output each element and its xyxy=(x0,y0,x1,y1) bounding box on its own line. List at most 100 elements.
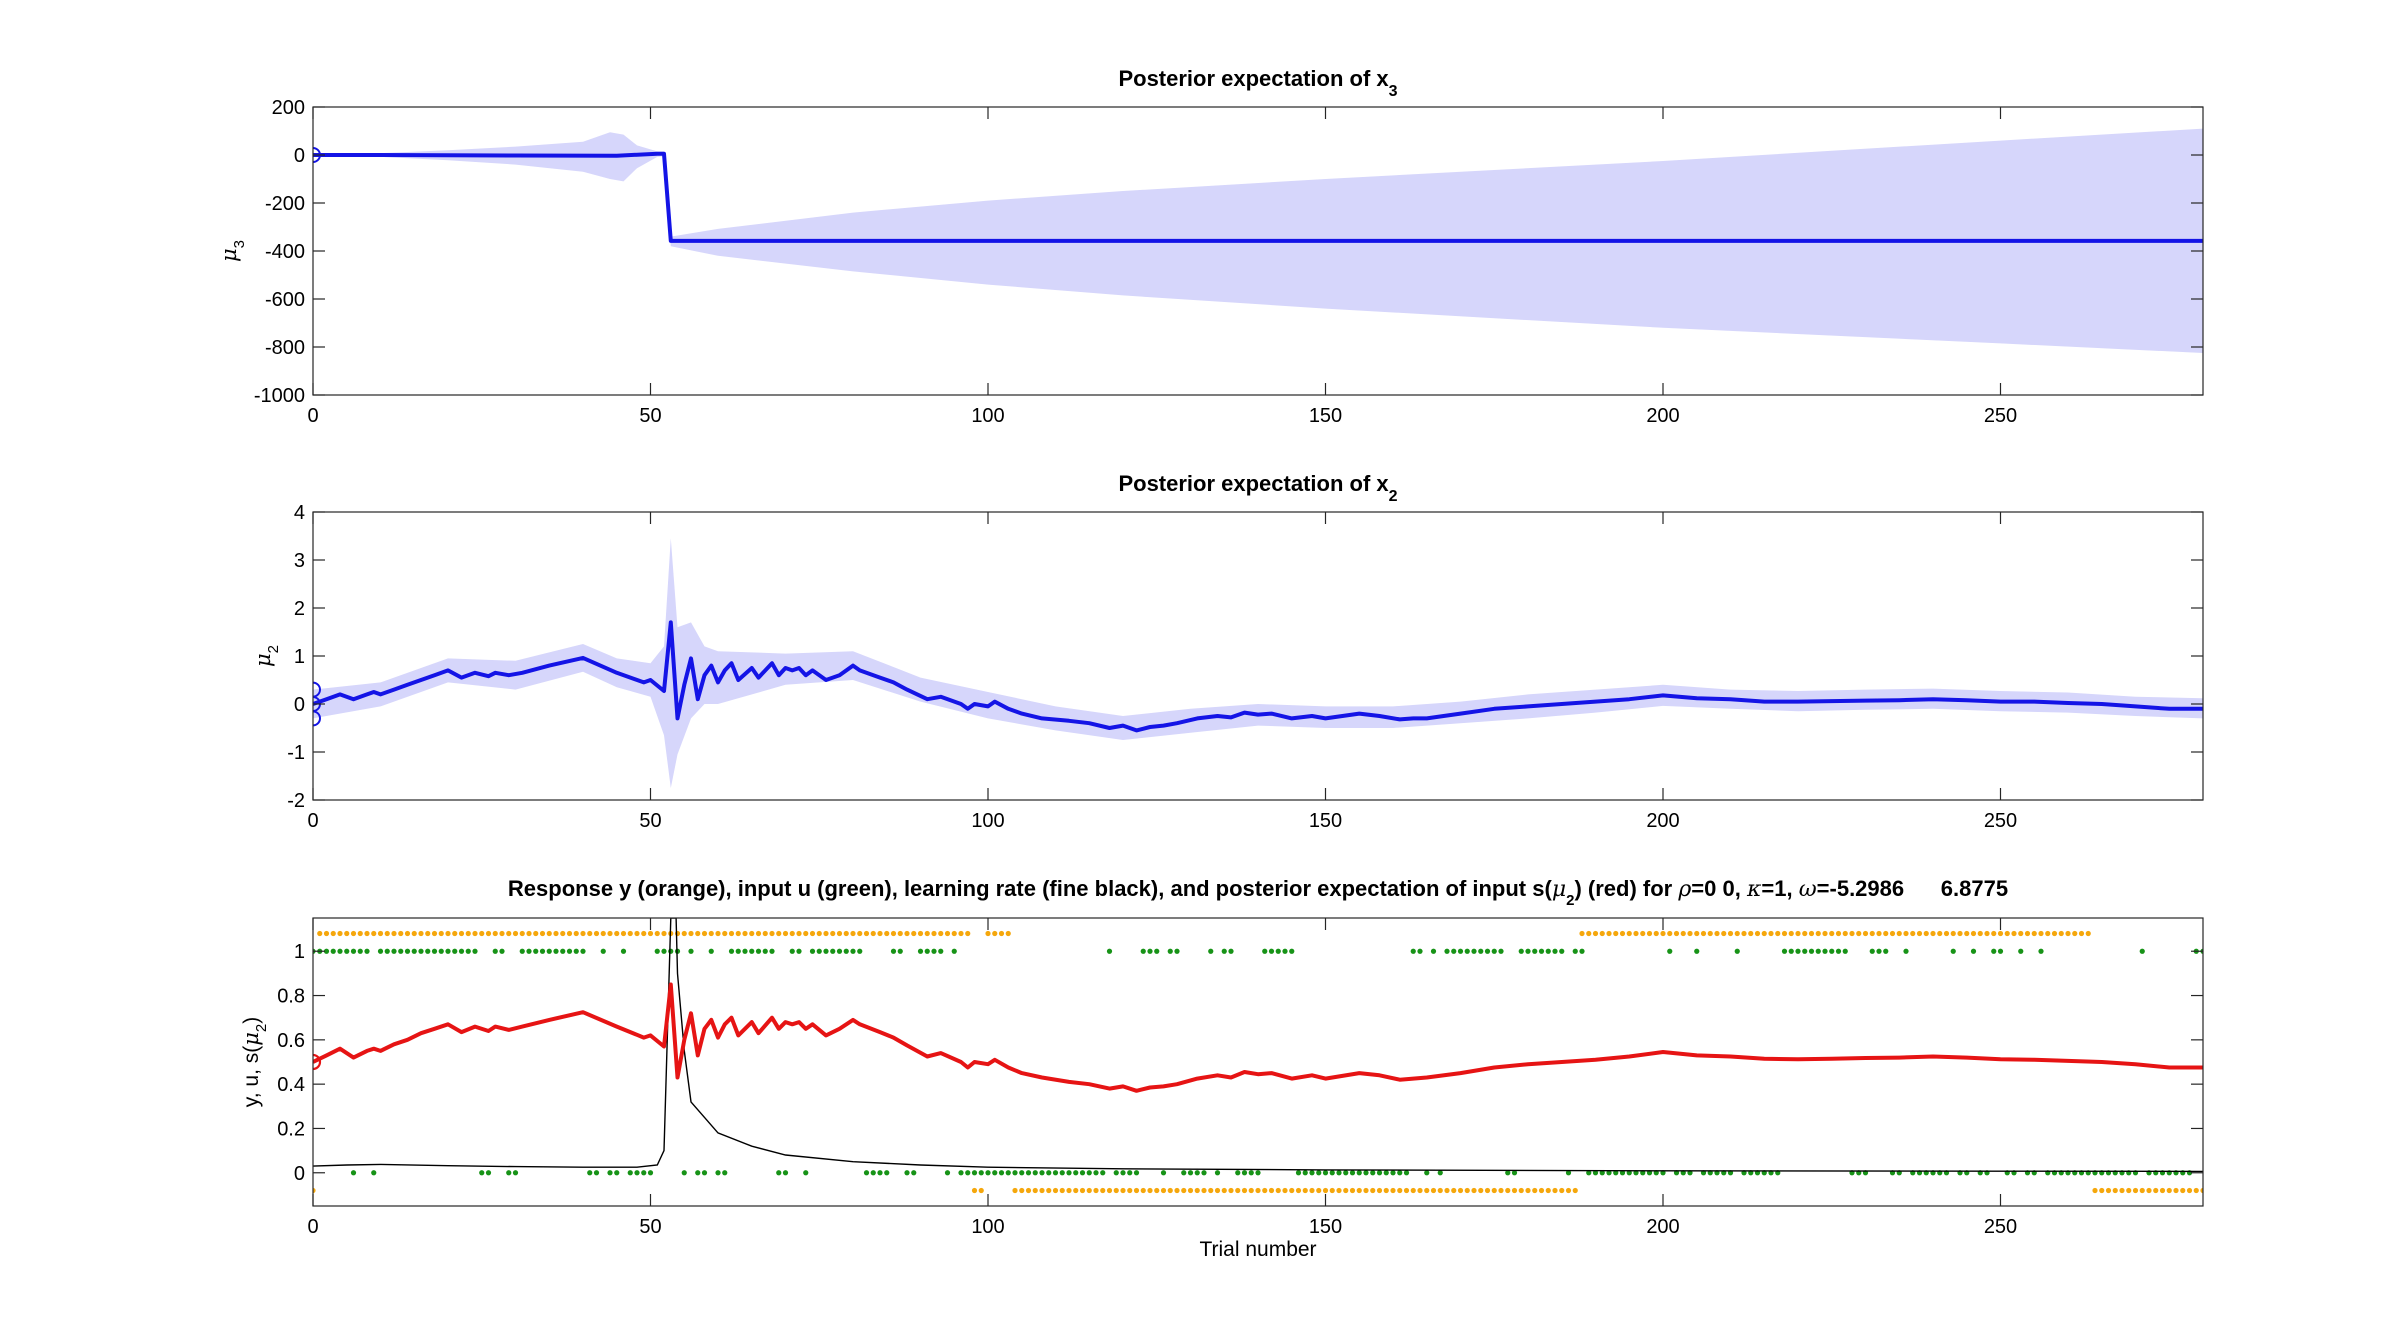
response-dot xyxy=(1538,1187,1545,1194)
input-dot xyxy=(546,948,552,954)
input-dot xyxy=(1572,948,1578,954)
response-dot xyxy=(1174,1187,1180,1194)
response-dot xyxy=(1977,930,1983,937)
input-dot xyxy=(1991,948,1997,954)
input-dot xyxy=(512,1170,519,1176)
input-dot xyxy=(1019,1170,1025,1176)
response-dot xyxy=(1039,1187,1045,1194)
response-dot xyxy=(330,930,336,937)
input-dot xyxy=(566,948,573,954)
response-dot xyxy=(1997,930,2004,937)
input-dot xyxy=(1316,1170,1322,1176)
input-dot xyxy=(1403,1170,1410,1176)
input-dot xyxy=(749,948,755,954)
response-dot xyxy=(2166,1187,2172,1194)
response-dot xyxy=(1727,930,1734,937)
input-dot xyxy=(1424,1170,1430,1176)
response-dot xyxy=(951,930,957,937)
response-dot xyxy=(1815,930,1821,937)
response-dot xyxy=(1154,1187,1160,1194)
response-dot xyxy=(1235,1187,1241,1194)
response-dot xyxy=(1822,930,1828,937)
input-dot xyxy=(1052,1170,1059,1176)
response-dot xyxy=(1883,930,1889,937)
input-dot xyxy=(350,948,357,954)
input-dot xyxy=(1079,1170,1086,1176)
response-dot xyxy=(1228,1187,1234,1194)
response-dot xyxy=(1694,930,1700,937)
panel-response-xtick-label: 50 xyxy=(639,1216,661,1238)
response-dot xyxy=(2173,1187,2179,1194)
response-dot xyxy=(1768,930,1774,937)
input-dot xyxy=(1127,1170,1133,1176)
panel-x2-ytick-label: 0 xyxy=(294,694,305,716)
response-dot xyxy=(465,930,471,937)
panel-x2-ticks: 0 50 100 150 200 250 4 3 2 1 0 -1 -2 xyxy=(287,502,2203,832)
panel-x3-title-subscript: 3 xyxy=(1389,83,1398,100)
response-dot xyxy=(1052,1187,1059,1194)
input-dot xyxy=(357,948,363,954)
panel-x2-title-text: Posterior expectation of x xyxy=(1118,471,1389,496)
response-dot xyxy=(1916,930,1923,937)
response-dot xyxy=(1910,930,1916,937)
input-dot xyxy=(1437,1170,1443,1176)
response-dot xyxy=(924,930,930,937)
input-dot xyxy=(1599,1170,1605,1176)
response-dot xyxy=(1734,930,1740,937)
response-dot xyxy=(620,930,627,937)
input-dot xyxy=(323,948,330,954)
response-dot xyxy=(735,930,741,937)
input-dot xyxy=(1349,1170,1356,1176)
input-dot xyxy=(1579,948,1585,954)
input-dot xyxy=(438,948,444,954)
input-dot xyxy=(452,948,458,954)
panel-response-axes-box xyxy=(312,917,2204,1207)
input-dot xyxy=(1295,1170,1302,1176)
input-dot xyxy=(1694,948,1700,954)
input-dot xyxy=(1343,1170,1349,1176)
input-dot xyxy=(1066,1170,1072,1176)
response-dot xyxy=(2004,930,2010,937)
panel-x3-plot-area xyxy=(313,128,2203,353)
response-dot xyxy=(1464,1187,1470,1194)
response-dot xyxy=(499,930,505,937)
response-dot xyxy=(890,930,897,937)
response-dot xyxy=(1046,1187,1052,1194)
input-dot xyxy=(411,948,417,954)
response-dot xyxy=(695,930,701,937)
input-dot xyxy=(1781,948,1788,954)
response-dot xyxy=(2024,930,2031,937)
input-dot xyxy=(1268,948,1275,954)
input-dot xyxy=(1869,948,1875,954)
response-dot xyxy=(1370,1187,1376,1194)
input-dot xyxy=(803,1170,809,1176)
response-dot xyxy=(2011,930,2017,937)
response-dot xyxy=(1302,1187,1308,1194)
response-dot xyxy=(2065,930,2071,937)
input-dot xyxy=(1336,1170,1342,1176)
response-dot xyxy=(836,930,843,937)
panel-x3-ylabel: μ3 xyxy=(217,240,248,262)
response-dot xyxy=(1208,1187,1214,1194)
panel-x3-ytick-label: -600 xyxy=(265,289,305,311)
response-dot xyxy=(1221,1187,1227,1194)
response-dot xyxy=(1754,930,1761,937)
response-dot xyxy=(1019,1187,1025,1194)
response-dot xyxy=(2085,930,2091,937)
input-dot xyxy=(728,948,735,954)
panel-x3-title: Posterior expectation of x3 xyxy=(1118,66,1397,100)
response-dot xyxy=(2058,930,2064,937)
response-dot xyxy=(2072,930,2078,937)
input-dot xyxy=(1113,1170,1119,1176)
input-dot xyxy=(985,1170,991,1176)
response-dot xyxy=(782,930,789,937)
response-dot xyxy=(1680,930,1686,937)
input-dot xyxy=(1457,948,1464,954)
response-dot xyxy=(1255,1187,1261,1194)
input-dot xyxy=(587,1170,593,1176)
input-dot xyxy=(1883,948,1889,954)
response-dot xyxy=(1862,930,1869,937)
input-dot xyxy=(1174,948,1180,954)
input-dot xyxy=(458,948,465,954)
input-dot xyxy=(330,948,336,954)
